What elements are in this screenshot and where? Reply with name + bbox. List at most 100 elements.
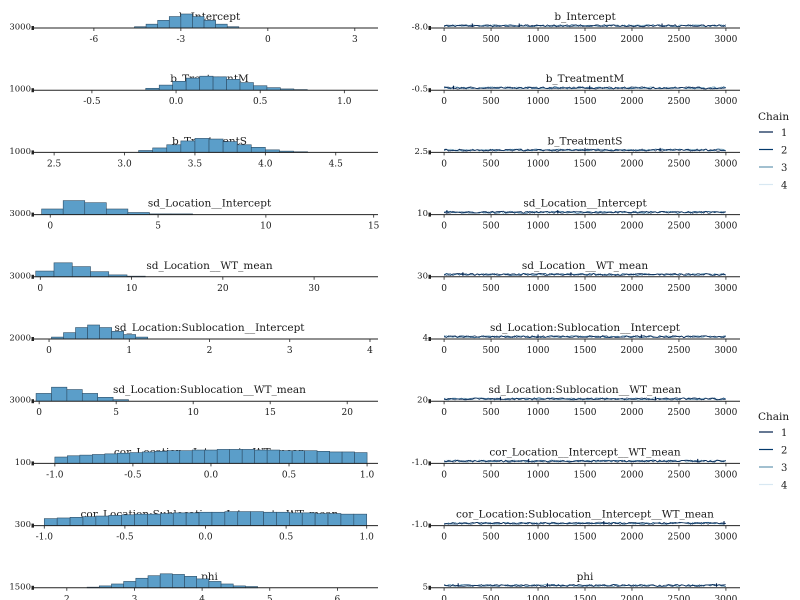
histogram-bar bbox=[160, 513, 174, 526]
histogram-bar bbox=[341, 451, 355, 464]
x-tick-label: 2000 bbox=[621, 408, 644, 418]
trace-panel-2: b_TreatmentM -0.5 0 500 1000 1500 2000 2500 3000 bbox=[412, 73, 740, 107]
legend-label: 1 bbox=[781, 428, 787, 439]
x-tick-label: 0 bbox=[47, 222, 53, 232]
histogram-bar bbox=[289, 512, 303, 526]
x-tick-label: 1500 bbox=[574, 284, 597, 294]
x-tick-label: 2000 bbox=[621, 533, 644, 543]
y-tick-label: 1000 bbox=[9, 147, 31, 157]
histogram-bar bbox=[43, 518, 58, 526]
panel-title: sd_Location__Intercept bbox=[523, 198, 647, 210]
x-tick-label: 3000 bbox=[714, 533, 737, 543]
trace-panel-3: b_TreatmentS 2.5 0 500 1000 1500 2000 2500 3000 bbox=[414, 135, 740, 169]
histogram-bar bbox=[198, 511, 213, 526]
trace-line-chain-1 bbox=[443, 521, 726, 525]
x-tick-label: 4 bbox=[367, 346, 373, 356]
histogram-panel-2: b_TreatmentM1000-0.50.00.51.0 bbox=[9, 73, 378, 107]
y-tick-mark bbox=[428, 26, 431, 30]
x-tick-label: 1.0 bbox=[360, 533, 375, 543]
x-tick-label: 3.5 bbox=[188, 159, 203, 169]
x-tick-label: 2 bbox=[207, 346, 213, 356]
x-tick-label: 3 bbox=[287, 346, 293, 356]
histogram-bar bbox=[135, 577, 149, 589]
x-tick-label: 4.5 bbox=[329, 159, 344, 169]
x-tick-label: 0.5 bbox=[253, 97, 268, 107]
x-tick-label: 1500 bbox=[574, 346, 597, 356]
histogram-bar bbox=[141, 451, 156, 464]
x-tick-label: 500 bbox=[482, 346, 499, 356]
x-tick-label: -0.5 bbox=[116, 533, 134, 543]
x-tick-label: -0.5 bbox=[124, 470, 142, 480]
y-tick-mark bbox=[428, 337, 431, 341]
x-tick-label: 15 bbox=[264, 408, 276, 418]
histogram-bar bbox=[51, 386, 68, 402]
x-tick-label: 1500 bbox=[574, 408, 597, 418]
histogram-bar bbox=[222, 141, 238, 153]
legend-label: 2 bbox=[781, 446, 787, 457]
panel-title: sd_Location:Sublocation__WT_mean bbox=[113, 384, 306, 396]
histogram-bar bbox=[203, 20, 216, 29]
x-tick-label: 1.0 bbox=[360, 470, 375, 480]
y-tick-mark bbox=[428, 150, 431, 155]
x-tick-label: 3000 bbox=[714, 159, 737, 169]
x-tick-label: 0 bbox=[36, 408, 42, 418]
x-tick-label: 0 bbox=[441, 408, 447, 418]
x-tick-label: 1000 bbox=[527, 346, 550, 356]
x-tick-label: 6 bbox=[335, 595, 341, 600]
y-tick-label: -8.0 bbox=[412, 23, 428, 33]
x-tick-label: 0 bbox=[441, 346, 447, 356]
histogram-bar bbox=[185, 77, 200, 91]
y-tick-mark bbox=[31, 399, 34, 404]
x-tick-label: 5 bbox=[155, 222, 161, 232]
y-tick-label: 10 bbox=[417, 209, 428, 219]
y-tick-mark bbox=[428, 399, 431, 404]
trace-line-chain-1 bbox=[443, 210, 726, 214]
x-tick-label: 2500 bbox=[667, 159, 690, 169]
histogram-bar bbox=[35, 270, 55, 278]
y-tick-mark bbox=[428, 212, 431, 217]
x-tick-label: 0.5 bbox=[279, 533, 294, 543]
x-tick-label: 2500 bbox=[667, 408, 690, 418]
y-tick-label: 2000 bbox=[9, 334, 31, 344]
histogram-bar bbox=[75, 327, 88, 340]
y-tick-mark bbox=[428, 88, 431, 93]
y-tick-label: -1.0 bbox=[412, 458, 428, 468]
histogram-bar bbox=[208, 581, 222, 589]
histogram-bar bbox=[239, 82, 254, 91]
histogram-bar bbox=[108, 515, 122, 526]
histogram-bar bbox=[116, 452, 131, 464]
x-tick-label: 2.5 bbox=[47, 159, 62, 169]
panel-title: sd_Location:Sublocation__Intercept bbox=[114, 322, 305, 334]
x-tick-label: 3000 bbox=[714, 222, 737, 232]
x-tick-label: 1500 bbox=[574, 35, 597, 45]
histogram-panel-3: b_TreatmentS10002.53.03.54.04.5 bbox=[9, 135, 378, 169]
histogram-bar bbox=[180, 140, 196, 153]
x-tick-label: 20 bbox=[341, 408, 353, 418]
trace-panel-4: sd_Location__Intercept 10 0 500 1000 1500 2000… bbox=[417, 198, 740, 232]
trace-panel-5: sd_Location__WT_mean 30 0 500 1000 1500 2000 25… bbox=[417, 260, 740, 294]
histogram-bar bbox=[329, 451, 343, 464]
x-tick-label: 1000 bbox=[527, 35, 550, 45]
panel-title: phi bbox=[577, 571, 594, 583]
histogram-bar bbox=[69, 517, 84, 526]
legend-label: 4 bbox=[781, 481, 787, 492]
x-tick-label: 2500 bbox=[667, 35, 690, 45]
histogram-bar bbox=[172, 512, 187, 526]
x-tick-label: 0 bbox=[441, 284, 447, 294]
x-tick-label: 2000 bbox=[621, 595, 644, 600]
trace-line-chain-1 bbox=[444, 459, 726, 463]
legend-2: Chain 1 2 3 4 bbox=[758, 411, 789, 492]
panel-title: sd_Location:Sublocation__WT_mean bbox=[489, 384, 682, 396]
y-tick-mark bbox=[428, 274, 431, 279]
x-tick-label: 500 bbox=[482, 222, 499, 232]
histogram-bar bbox=[224, 511, 239, 526]
histogram-bar bbox=[241, 449, 255, 464]
trace-line-chain-1 bbox=[444, 335, 726, 339]
trace-panel-8: cor_Location__Intercept__WT_mean -1.0 0 500… bbox=[412, 446, 740, 480]
trace-line-chain-1 bbox=[444, 86, 726, 90]
x-tick-label: 500 bbox=[482, 35, 499, 45]
x-tick-label: 0.5 bbox=[282, 470, 297, 480]
x-tick-label: 1 bbox=[126, 346, 132, 356]
histogram-bar bbox=[159, 573, 173, 589]
x-tick-label: 2500 bbox=[667, 533, 690, 543]
